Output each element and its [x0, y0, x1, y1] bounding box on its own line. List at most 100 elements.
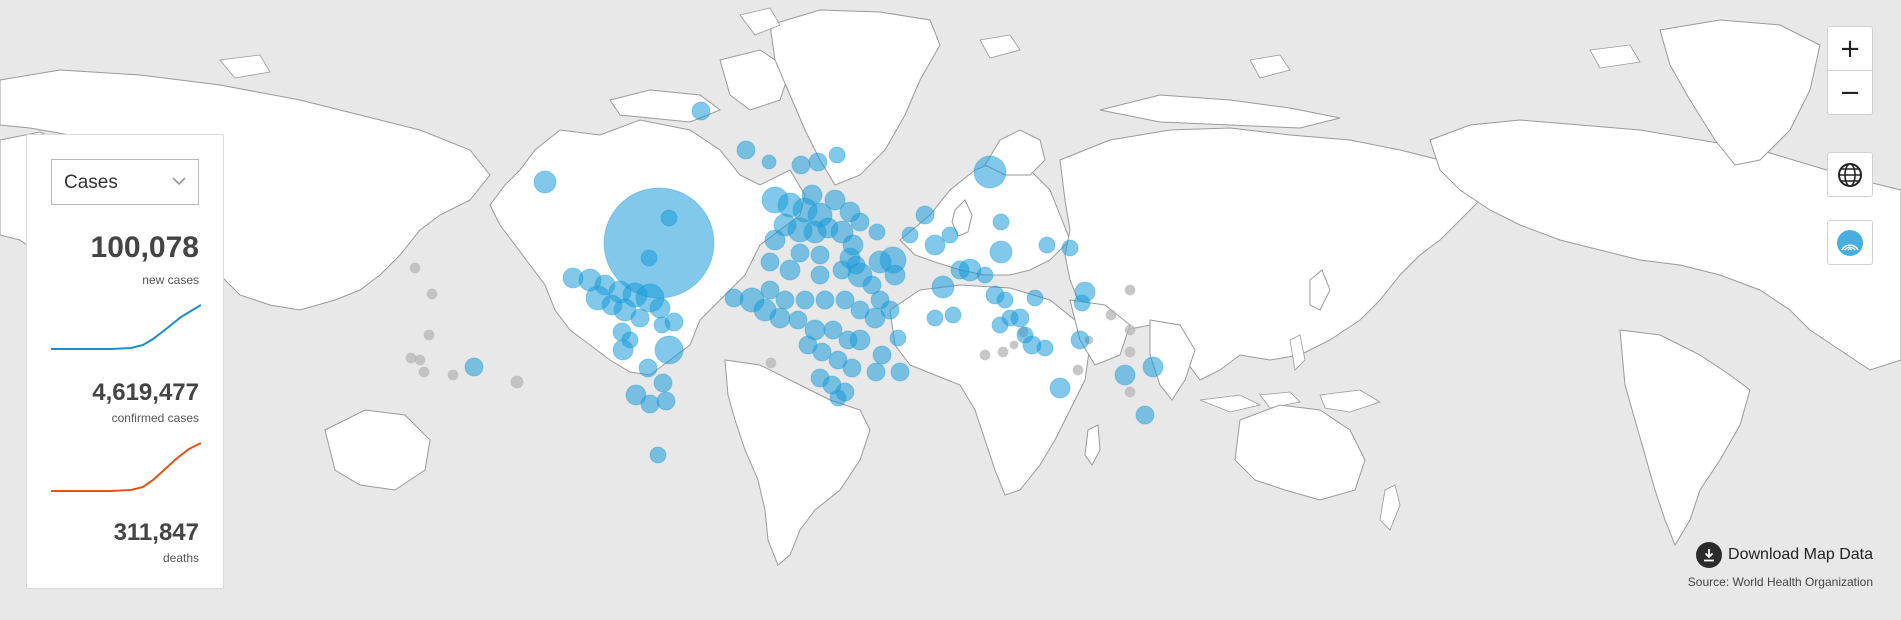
map-bubble[interactable] — [1061, 239, 1079, 257]
map-bubble[interactable] — [889, 329, 907, 347]
map-bubble-minor[interactable] — [1124, 386, 1136, 398]
map-bubble-minor[interactable] — [414, 354, 426, 366]
map-bubble[interactable] — [828, 146, 846, 164]
map-bubble[interactable] — [769, 307, 791, 329]
map-bubble[interactable] — [649, 446, 667, 464]
map-bubble[interactable] — [533, 170, 557, 194]
map-bubble[interactable] — [944, 306, 962, 324]
map-bubble-minor[interactable] — [405, 352, 417, 364]
map-bubble[interactable] — [760, 252, 780, 272]
map-bubble[interactable] — [653, 373, 673, 393]
map-bubble[interactable] — [835, 290, 855, 310]
map-bubble[interactable] — [850, 212, 870, 232]
map-bubble[interactable] — [824, 189, 846, 211]
map-bubble[interactable] — [638, 358, 658, 378]
map-bubble[interactable] — [612, 339, 634, 361]
map-bubble[interactable] — [654, 335, 684, 365]
map-bubble-minor[interactable] — [510, 375, 524, 389]
map-bubble[interactable] — [924, 234, 946, 256]
map-bubble[interactable] — [989, 240, 1013, 264]
map-bubble[interactable] — [790, 243, 810, 263]
map-bubble[interactable] — [660, 209, 678, 227]
map-bubble[interactable] — [630, 308, 650, 328]
map-bubble[interactable] — [1001, 309, 1019, 327]
map-bubble[interactable] — [464, 357, 484, 377]
map-bubble[interactable] — [649, 297, 671, 319]
map-bubble[interactable] — [842, 234, 864, 256]
map-bubble[interactable] — [764, 229, 786, 251]
map-bubble[interactable] — [812, 342, 832, 362]
map-bubble-minor[interactable] — [1124, 284, 1136, 296]
map-bubble[interactable] — [868, 223, 886, 241]
map-bubble[interactable] — [996, 291, 1014, 309]
map-bubble[interactable] — [1026, 289, 1044, 307]
map-bubble[interactable] — [810, 265, 830, 285]
map-bubble[interactable] — [823, 320, 843, 340]
map-bubble[interactable] — [872, 345, 892, 365]
map-bubble[interactable] — [884, 264, 906, 286]
map-bubble[interactable] — [761, 154, 777, 170]
map-bubble[interactable] — [779, 259, 801, 281]
map-bubble[interactable] — [775, 290, 795, 310]
map-bubble[interactable] — [973, 155, 1007, 189]
map-bubble-minor[interactable] — [1009, 340, 1019, 350]
map-bubble[interactable] — [801, 184, 823, 206]
case-bubbles[interactable] — [405, 101, 1164, 464]
map-bubble[interactable] — [1135, 405, 1155, 425]
map-bubble[interactable] — [864, 307, 886, 329]
map-bubble[interactable] — [1073, 294, 1091, 312]
map-bubble[interactable] — [890, 362, 910, 382]
map-bubble[interactable] — [1049, 377, 1071, 399]
metric-select[interactable]: Cases — [51, 159, 199, 205]
zoom-in-button[interactable]: + — [1839, 33, 1861, 64]
map-bubble-minor[interactable] — [1124, 346, 1136, 358]
map-bubble-minor[interactable] — [979, 349, 991, 361]
zoom-out-button[interactable]: − — [1828, 70, 1872, 114]
bubble-layer-button[interactable] — [1827, 220, 1873, 265]
map-bubble[interactable] — [941, 226, 959, 244]
map-bubble[interactable] — [1070, 330, 1090, 350]
map-bubble[interactable] — [791, 155, 811, 175]
map-bubble[interactable] — [832, 260, 852, 280]
map-bubble[interactable] — [829, 389, 847, 407]
map-bubble[interactable] — [866, 362, 886, 382]
map-bubble-minor[interactable] — [1072, 364, 1084, 376]
map-bubble[interactable] — [810, 245, 830, 265]
map-bubble[interactable] — [926, 309, 944, 327]
map-bubble[interactable] — [640, 394, 660, 414]
map-bubble[interactable] — [795, 290, 815, 310]
map-bubble[interactable] — [842, 358, 862, 378]
map-bubble[interactable] — [788, 310, 808, 330]
map-bubble[interactable] — [901, 226, 919, 244]
map-bubble[interactable] — [828, 350, 848, 370]
map-bubble[interactable] — [1038, 236, 1056, 254]
map-bubble[interactable] — [862, 275, 882, 295]
map-bubble[interactable] — [849, 329, 871, 351]
map-bubble-minor[interactable] — [1105, 309, 1117, 321]
download-map-data-button[interactable]: Download Map Data — [1696, 542, 1873, 568]
map-bubble[interactable] — [931, 275, 955, 299]
map-bubble[interactable] — [808, 152, 828, 172]
map-bubble[interactable] — [640, 249, 658, 267]
map-bubble[interactable] — [664, 312, 684, 332]
map-bubble[interactable] — [815, 290, 835, 310]
map-bubble[interactable] — [1114, 364, 1136, 386]
map-bubble[interactable] — [760, 280, 780, 300]
map-bubble-minor[interactable] — [423, 329, 435, 341]
map-bubble-minor[interactable] — [997, 346, 1009, 358]
map-bubble-minor[interactable] — [409, 262, 421, 274]
globe-button[interactable] — [1827, 152, 1873, 197]
map-bubble[interactable] — [870, 290, 890, 310]
map-bubble[interactable] — [992, 213, 1010, 231]
map-bubble[interactable] — [1142, 356, 1164, 378]
map-bubble-minor[interactable] — [1124, 324, 1136, 336]
map-bubble[interactable] — [736, 140, 756, 160]
map-bubble-minor[interactable] — [765, 357, 777, 369]
map-bubble[interactable] — [1036, 339, 1054, 357]
map-bubble[interactable] — [915, 205, 935, 225]
map-bubble[interactable] — [976, 266, 994, 284]
map-bubble-minor[interactable] — [418, 366, 430, 378]
map-bubble[interactable] — [625, 384, 647, 406]
map-bubble-minor[interactable] — [426, 288, 438, 300]
